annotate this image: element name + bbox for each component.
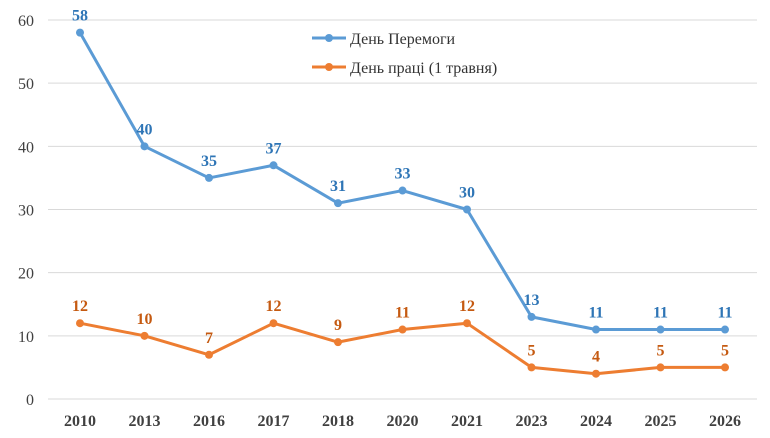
series-2-data-label: 5 [657,342,665,359]
series-2-data-label: 12 [459,298,475,315]
y-tick-label: 0 [26,392,34,409]
series-2-data-label: 11 [395,305,410,322]
legend-label-series-2: День праці (1 травня) [350,60,497,77]
y-tick-label: 50 [18,76,34,93]
x-tick-label: 2020 [387,413,419,430]
series-1-point [269,161,278,170]
x-tick-label: 2025 [645,413,677,430]
series-2-point [334,338,342,347]
gridlines [48,19,757,400]
series-1-data-label: 13 [524,292,540,309]
series-2-data-label: 4 [592,349,600,366]
series-1-point [527,312,536,321]
legend-item-series-2: День праці (1 травня) [312,60,497,77]
series-2-point [721,363,729,372]
x-tick-label: 2013 [129,413,161,430]
legend-label-series-1: День Перемоги [350,31,456,48]
series-1-point [721,325,729,334]
x-tick-label: 2016 [193,413,225,430]
x-tick-label: 2017 [258,413,290,430]
series-2-data-label: 10 [137,311,153,328]
x-tick-label: 2026 [709,413,741,430]
series-1-data-label: 58 [72,8,88,25]
series-1-point [334,199,342,208]
series-2-data-label: 5 [528,342,536,359]
series-2-data-label: 9 [334,317,342,334]
y-tick-label: 10 [18,329,34,346]
series-1-data-label: 40 [137,121,153,138]
series-1-data-label: 31 [330,178,346,195]
series-2-point [463,319,471,328]
data-labels: 58 40 35 37 31 33 30 13 11 11 11 12 10 7 12 9 11 12 5 4 5 5 [72,8,733,366]
series-1-point [656,325,665,334]
series-1-data-label: 30 [459,185,475,202]
y-tick-label: 40 [18,139,34,156]
series-1-point [76,28,84,37]
series-2-point [205,350,213,359]
series-layer [76,28,729,378]
legend-marker-series-1 [325,34,333,42]
y-tick-label: 30 [18,203,34,220]
series-1-data-label: 35 [201,153,217,170]
series-2-data-label: 12 [72,298,88,315]
y-tick-label: 20 [18,266,34,283]
series-2-data-label: 7 [205,330,213,347]
series-1-data-label: 11 [653,305,668,322]
series-2-point [269,319,278,328]
series-1-data-label: 37 [266,140,282,157]
series-1-data-label: 11 [717,305,732,322]
series-1-point [592,325,600,334]
x-axis-ticks: 2010 2013 2016 2017 2018 2020 2021 2023 2024 2025… [64,413,741,430]
y-tick-label: 60 [18,13,34,30]
series-2-point [140,331,149,340]
legend: День Перемоги День праці (1 травня) [312,31,497,77]
series-1-point [140,142,149,151]
series-2-point [527,363,536,372]
series-2-point [656,363,665,372]
series-2-point [592,369,600,378]
series-2-data-label: 5 [721,342,729,359]
series-1-data-label: 33 [395,166,411,183]
series-1-point [398,186,407,195]
legend-marker-series-2 [325,63,333,71]
series-2-data-label: 12 [266,298,282,315]
legend-item-series-1: День Перемоги [312,31,456,48]
series-1-point [205,173,213,182]
x-tick-label: 2010 [64,413,96,430]
x-tick-label: 2018 [322,413,354,430]
series-1-data-label: 11 [588,305,603,322]
series-1-point [463,205,471,214]
series-2-point [76,319,84,328]
x-tick-label: 2023 [516,413,548,430]
x-tick-label: 2021 [451,413,483,430]
x-tick-label: 2024 [580,413,612,430]
series-2-point [398,325,407,334]
y-axis-ticks: 0 10 20 30 40 50 60 [18,13,34,409]
